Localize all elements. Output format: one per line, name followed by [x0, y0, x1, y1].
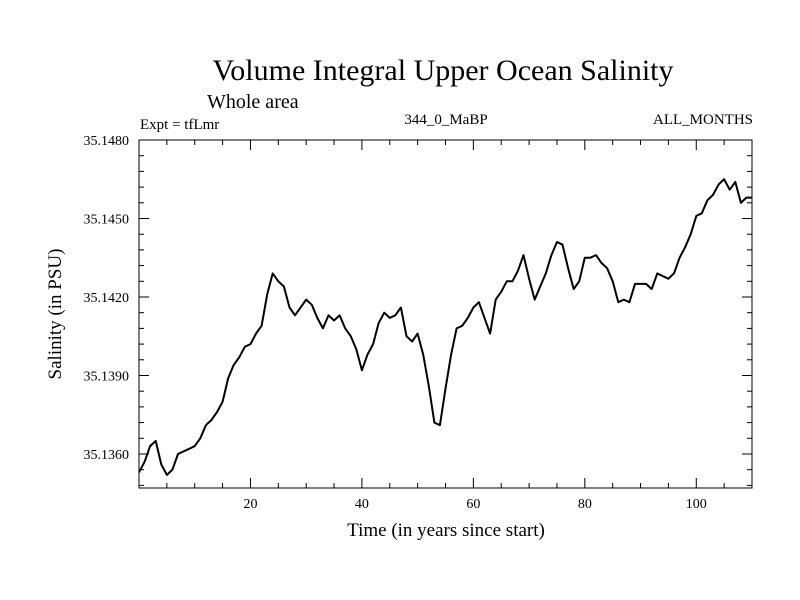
chart-subtitle: Whole area — [207, 91, 299, 113]
x-tick-label: 40 — [355, 497, 369, 512]
chart-title: Volume Integral Upper Ocean Salinity — [213, 54, 674, 87]
y-axis-label: Salinity (in PSU) — [45, 249, 66, 380]
salinity-series-line — [138, 178, 752, 476]
y-tick-label: 35.1360 — [84, 448, 130, 463]
experiment-label: Expt = tfLmr — [140, 117, 219, 133]
y-tick-label: 35.1450 — [84, 212, 130, 227]
axis-ticks — [139, 139, 752, 488]
period-label: ALL_MONTHS — [653, 112, 753, 128]
x-tick-label: 60 — [466, 497, 480, 512]
x-tick-label: 80 — [578, 497, 592, 512]
plot-frame — [138, 139, 753, 489]
run-id-label: 344_0_MaBP — [404, 112, 487, 128]
x-tick-labels: 20 40 60 80 100 — [243, 497, 706, 512]
x-axis-label: Time (in years since start) — [347, 520, 545, 541]
y-tick-labels: 35.1360 35.1390 35.1420 35.1450 35.1480 — [84, 134, 130, 463]
y-tick-label: 35.1390 — [84, 369, 130, 384]
y-tick-label: 35.1480 — [84, 134, 130, 149]
y-tick-label: 35.1420 — [84, 291, 130, 306]
x-tick-label: 100 — [686, 497, 707, 512]
x-tick-label: 20 — [243, 497, 257, 512]
